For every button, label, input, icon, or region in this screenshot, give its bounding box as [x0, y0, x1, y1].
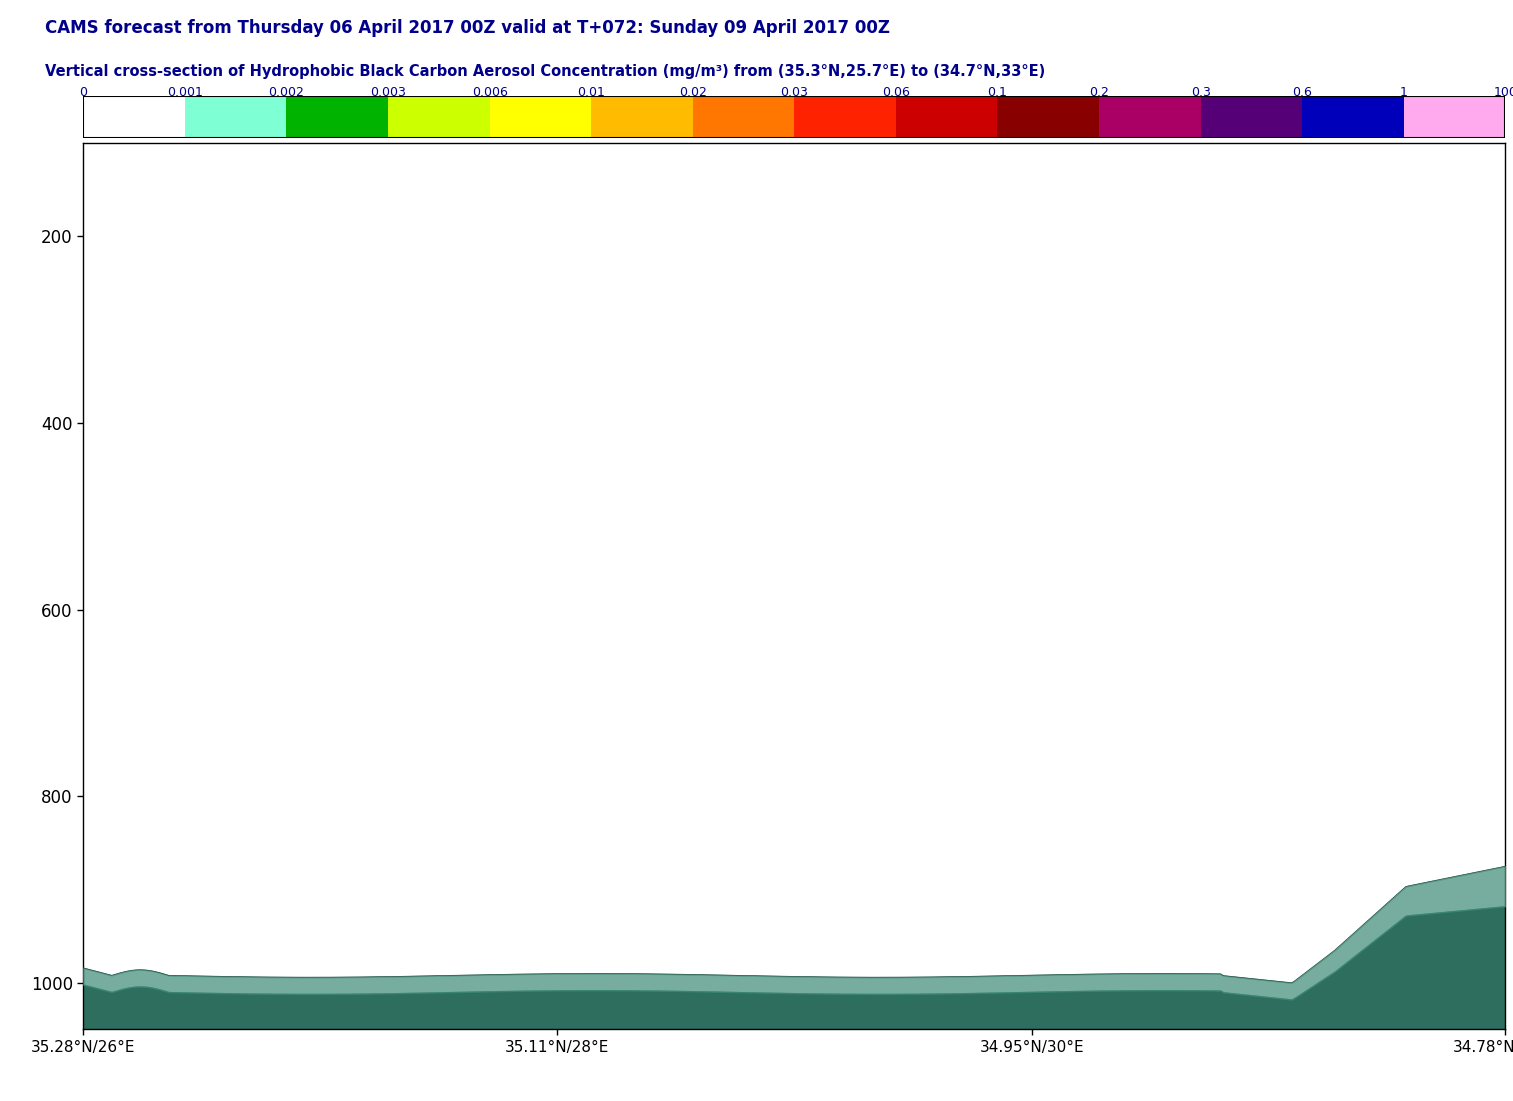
- Text: 0.02: 0.02: [679, 86, 707, 99]
- Text: CAMS forecast from Thursday 06 April 2017 00Z valid at T+072: Sunday 09 April 20: CAMS forecast from Thursday 06 April 201…: [45, 19, 890, 36]
- Text: 0.002: 0.002: [268, 86, 304, 99]
- Text: 100: 100: [1493, 86, 1513, 99]
- Bar: [997, 96, 1098, 138]
- Text: 0.06: 0.06: [882, 86, 909, 99]
- Text: 0.6: 0.6: [1292, 86, 1312, 99]
- Bar: [286, 96, 387, 138]
- Bar: [1201, 96, 1303, 138]
- Text: 0.3: 0.3: [1191, 86, 1210, 99]
- Bar: [490, 96, 592, 138]
- Bar: [83, 96, 185, 138]
- Text: Vertical cross-section of Hydrophobic Black Carbon Aerosol Concentration (mg/m³): Vertical cross-section of Hydrophobic Bl…: [45, 64, 1045, 79]
- Bar: [1303, 96, 1404, 138]
- Bar: [896, 96, 997, 138]
- Text: 0: 0: [79, 86, 88, 99]
- Text: 0.01: 0.01: [578, 86, 605, 99]
- Bar: [794, 96, 896, 138]
- Bar: [387, 96, 490, 138]
- Text: 0.03: 0.03: [781, 86, 808, 99]
- Text: 0.001: 0.001: [166, 86, 203, 99]
- Bar: [1404, 96, 1505, 138]
- Text: 0.2: 0.2: [1089, 86, 1109, 99]
- Bar: [185, 96, 286, 138]
- Bar: [693, 96, 794, 138]
- Text: 0.1: 0.1: [988, 86, 1008, 99]
- Bar: [1098, 96, 1201, 138]
- Bar: [592, 96, 693, 138]
- Text: 1: 1: [1400, 86, 1407, 99]
- Text: 0.006: 0.006: [472, 86, 507, 99]
- Text: 0.003: 0.003: [371, 86, 405, 99]
